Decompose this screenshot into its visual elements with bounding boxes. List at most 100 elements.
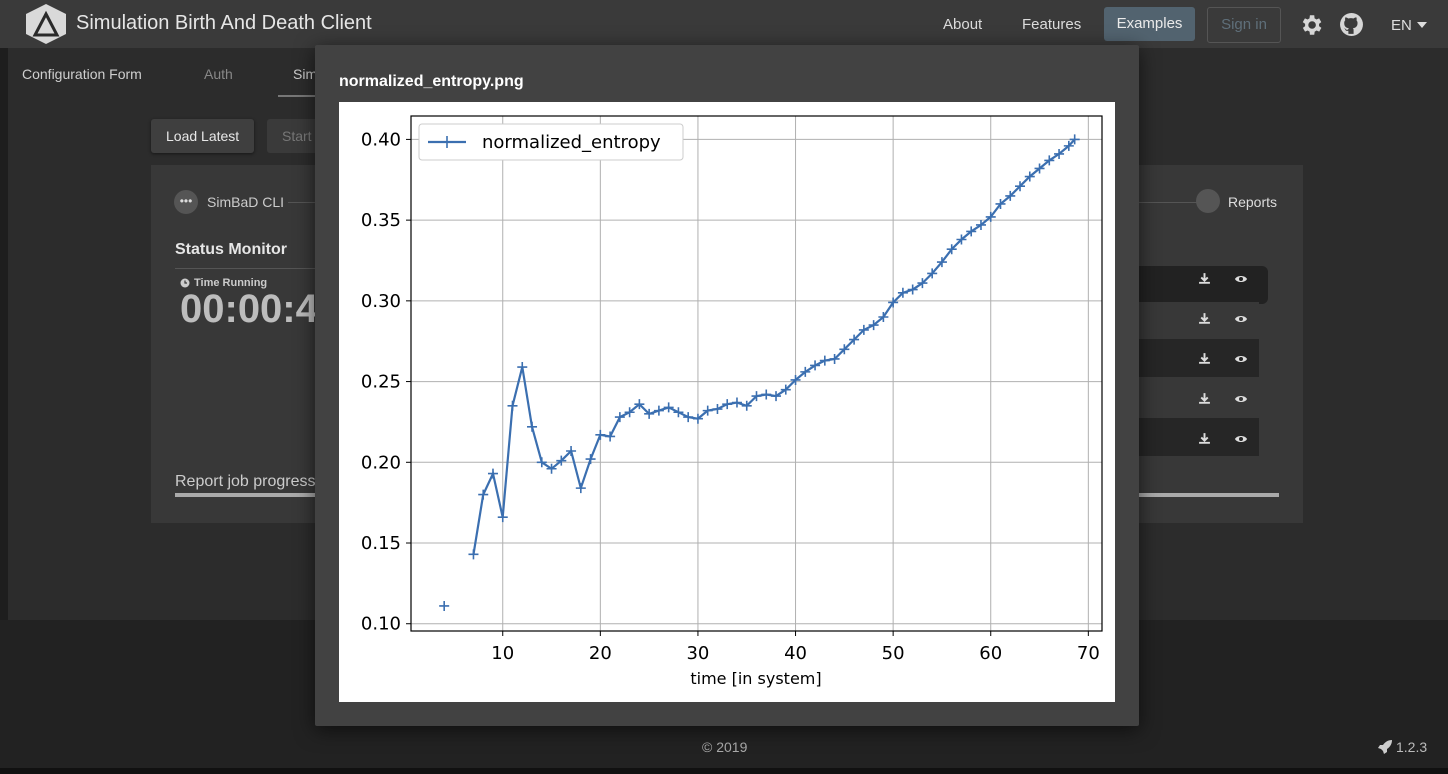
top-navbar: Simulation Birth And Death Client About …	[0, 0, 1448, 48]
eye-icon[interactable]	[1234, 354, 1248, 364]
data-point	[975, 219, 986, 230]
download-icon[interactable]	[1198, 272, 1211, 285]
time-running-value: 00:00:4	[180, 287, 318, 331]
data-point	[1054, 148, 1065, 159]
eye-icon[interactable]	[1234, 394, 1248, 404]
tab-configuration-form[interactable]: Configuration Form	[22, 66, 142, 82]
data-point	[575, 483, 586, 494]
nav-about[interactable]: About	[943, 16, 983, 33]
chevron-down-icon[interactable]	[1416, 22, 1428, 29]
data-point	[849, 334, 860, 345]
data-point	[907, 284, 918, 295]
copyright: © 2019	[702, 739, 748, 755]
data-point	[546, 463, 557, 474]
legend-box	[418, 123, 684, 161]
language-selector[interactable]: EN	[1391, 17, 1412, 34]
data-point	[517, 362, 528, 373]
data-point	[810, 360, 821, 371]
data-point	[663, 402, 674, 413]
data-point	[605, 431, 616, 442]
report-row	[1138, 266, 1268, 304]
nav-features[interactable]: Features	[1022, 16, 1082, 33]
step-reports[interactable]: Reports	[1228, 194, 1278, 210]
y-tick-label: 0.15	[361, 533, 401, 554]
step-simbad-cli[interactable]: SimBaD CLI	[207, 194, 285, 210]
eye-icon[interactable]	[1234, 434, 1248, 444]
report-job-progress-label: Report job progress	[175, 473, 316, 490]
data-point	[634, 399, 645, 410]
sign-in-button[interactable]: Sign in	[1207, 7, 1281, 43]
x-tick-label: 50	[882, 643, 905, 664]
data-point	[771, 391, 782, 402]
github-icon[interactable]	[1339, 12, 1364, 37]
chart-grid	[411, 116, 1102, 631]
data-point	[800, 366, 811, 377]
series-markers	[439, 134, 1080, 611]
data-point	[507, 400, 518, 411]
download-icon[interactable]	[1198, 392, 1211, 405]
data-point	[614, 412, 625, 423]
y-tick-label: 0.20	[361, 452, 401, 473]
y-tick-label: 0.25	[361, 372, 401, 393]
data-point	[566, 445, 577, 456]
data-point	[478, 489, 489, 500]
y-tick-label: 0.35	[361, 210, 401, 231]
data-point	[1044, 155, 1055, 166]
tab-simulation[interactable]: Sim	[293, 66, 318, 82]
x-tick-label: 40	[784, 643, 807, 664]
clock-icon	[180, 278, 190, 288]
download-icon[interactable]	[1198, 312, 1211, 325]
data-point	[829, 353, 840, 364]
download-icon[interactable]	[1198, 352, 1211, 365]
y-tick-label: 0.40	[361, 129, 401, 150]
rocket-icon	[1378, 740, 1392, 754]
data-point	[1063, 140, 1074, 151]
data-point	[1024, 171, 1035, 182]
data-point	[868, 320, 879, 331]
app-logo[interactable]	[24, 3, 68, 45]
data-point	[888, 297, 899, 308]
data-point	[897, 287, 908, 298]
y-tick-label: 0.10	[361, 614, 401, 635]
data-point	[741, 400, 752, 411]
nav-examples-button[interactable]: Examples	[1104, 7, 1195, 41]
data-point	[1069, 134, 1080, 145]
y-tick-label: 0.30	[361, 291, 401, 312]
progress-bar-left	[175, 493, 315, 497]
x-axis-label: time [in system]	[690, 669, 821, 688]
data-point	[439, 600, 450, 611]
time-running-label: Time Running	[194, 277, 268, 289]
stepper-line	[288, 202, 315, 203]
stepper-line-right	[1139, 202, 1197, 203]
eye-icon[interactable]	[1234, 274, 1248, 284]
x-tick-label: 70	[1077, 643, 1100, 664]
data-point	[468, 549, 479, 560]
data-point	[985, 211, 996, 222]
data-point	[1005, 190, 1016, 201]
data-point	[927, 268, 938, 279]
load-latest-button[interactable]: Load Latest	[151, 119, 255, 153]
data-point	[527, 421, 538, 432]
gear-icon[interactable]	[1298, 12, 1324, 38]
eye-icon[interactable]	[1234, 314, 1248, 324]
active-tab-indicator	[278, 95, 338, 97]
data-point	[1015, 181, 1026, 192]
divider	[175, 268, 315, 269]
data-point	[683, 412, 694, 423]
app-title[interactable]: Simulation Birth And Death Client	[76, 12, 372, 34]
bottom-strip	[0, 768, 1448, 774]
data-point	[624, 407, 635, 418]
x-tick-label: 20	[589, 643, 612, 664]
data-point	[878, 311, 889, 322]
data-point	[995, 198, 1006, 209]
data-point	[673, 407, 684, 418]
data-point	[556, 455, 567, 466]
data-point	[653, 405, 664, 416]
download-icon[interactable]	[1198, 432, 1211, 445]
data-point	[595, 429, 606, 440]
data-point	[761, 389, 772, 400]
data-point	[1034, 163, 1045, 174]
tab-auth[interactable]: Auth	[204, 66, 233, 82]
legend-label: normalized_entropy	[482, 132, 661, 153]
series-line	[472, 138, 1076, 555]
